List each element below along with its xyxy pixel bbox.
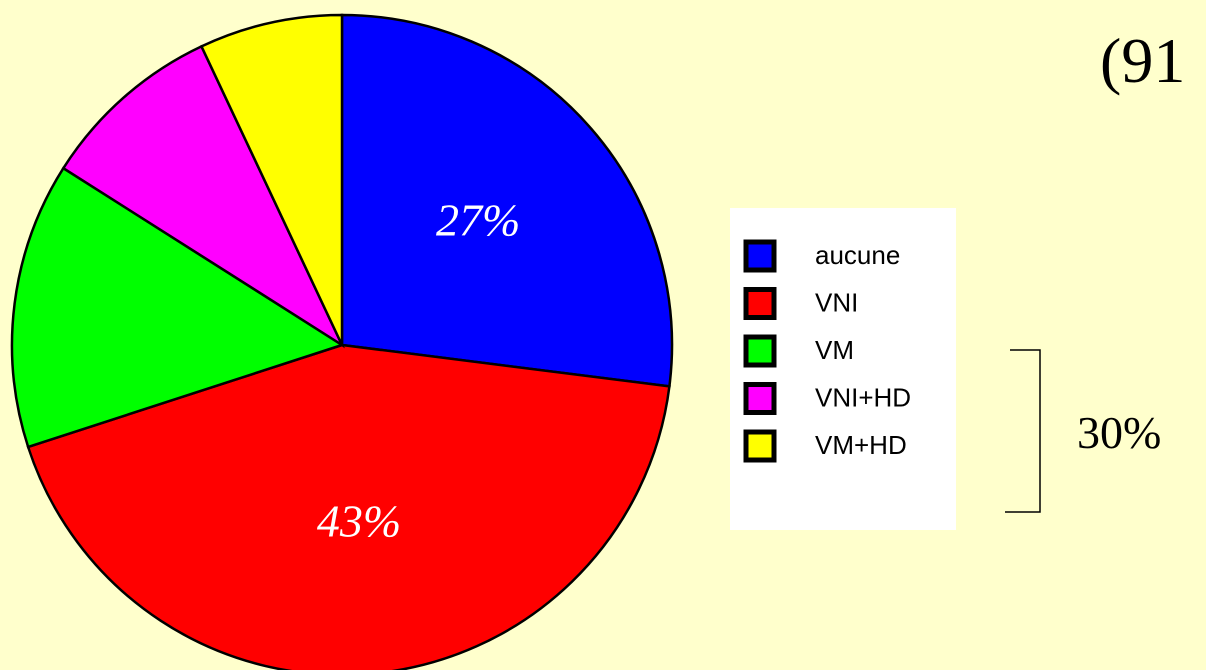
- legend-label: VNI: [815, 287, 858, 317]
- pie-slice: [10, 166, 345, 449]
- legend-label: VNI+HD: [815, 382, 911, 412]
- pie-slice: [199, 13, 344, 346]
- legend-swatch: [743, 334, 777, 368]
- data-label: 43%: [317, 495, 401, 546]
- legend-swatch: [743, 382, 777, 415]
- legend-swatch: [743, 429, 777, 463]
- pie-slice: [26, 343, 671, 670]
- data-label: 27%: [436, 195, 520, 246]
- pie-slice: [340, 13, 674, 388]
- legend-label: VM: [815, 335, 854, 365]
- legend-label: VM+HD: [815, 430, 907, 460]
- chart-title: (91: [1100, 25, 1185, 96]
- annotation: 30%: [1077, 407, 1161, 458]
- legend-label: aucune: [815, 240, 900, 270]
- legend-swatch: [743, 239, 777, 273]
- pie-slice: [61, 44, 345, 349]
- legend-swatch: [743, 287, 777, 320]
- bracket: [1005, 349, 1041, 513]
